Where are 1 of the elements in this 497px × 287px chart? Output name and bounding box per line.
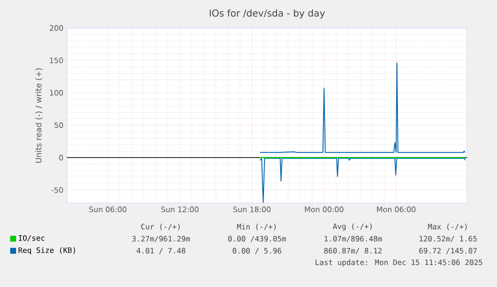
chart-title: IOs for /dev/sda - by day [210, 9, 325, 18]
